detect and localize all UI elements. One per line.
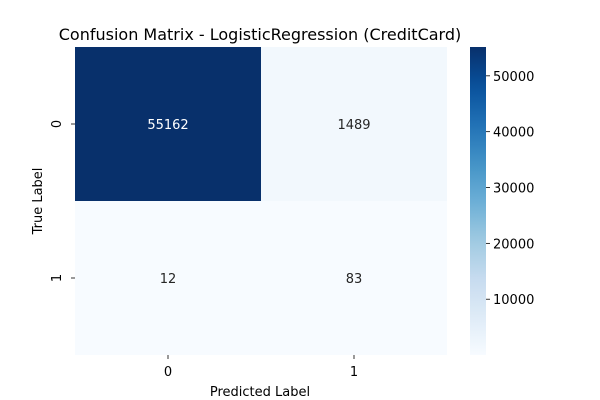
y-axis-ticks: 01 — [50, 120, 75, 282]
x-tick-label: 1 — [350, 365, 358, 380]
y-axis-label: True Label — [31, 168, 46, 236]
colorbar-tick-label: 10000 — [493, 293, 534, 308]
heatmap-cell — [261, 47, 447, 201]
cell-annotation: 55162 — [147, 118, 188, 133]
colorbar — [470, 47, 486, 355]
cell-annotation: 12 — [160, 272, 177, 287]
colorbar-tick-label: 40000 — [493, 126, 534, 141]
heatmap-cells — [75, 47, 447, 355]
cell-annotation: 1489 — [337, 118, 370, 133]
heatmap-cell — [261, 201, 447, 355]
x-axis-label: Predicted Label — [210, 385, 310, 400]
chart-title: Confusion Matrix - LogisticRegression (C… — [59, 25, 462, 44]
x-tick-label: 0 — [164, 365, 172, 380]
cell-annotations: 55162 1489 12 83 — [147, 118, 370, 287]
colorbar-tick-label: 50000 — [493, 70, 534, 85]
colorbar-tick-label: 30000 — [493, 182, 534, 197]
y-tick-label: 0 — [50, 120, 65, 128]
colorbar-tick-label: 20000 — [493, 237, 534, 252]
colorbar-ticks: 10000 20000 30000 40000 50000 — [486, 70, 534, 308]
cell-annotation: 83 — [346, 272, 363, 287]
heatmap-cell — [75, 47, 261, 201]
heatmap-cell — [75, 201, 261, 355]
y-tick-label: 1 — [50, 274, 65, 282]
